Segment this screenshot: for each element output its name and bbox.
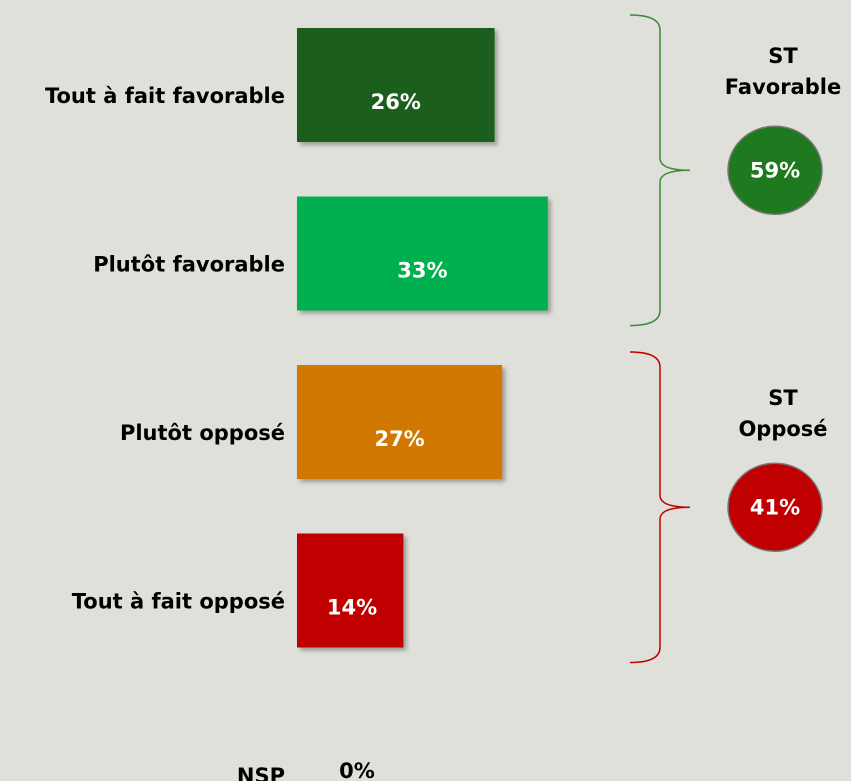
group-title: ST	[768, 44, 798, 68]
value-label: 0%	[339, 759, 375, 781]
group-value: 59%	[750, 158, 800, 182]
bar	[297, 196, 548, 311]
category-label: Plutôt opposé	[120, 421, 285, 445]
value-label: 27%	[374, 427, 424, 451]
bar	[297, 365, 503, 479]
group-title: Favorable	[725, 75, 841, 99]
category-label: NSP	[237, 764, 285, 781]
group-value: 41%	[750, 495, 800, 519]
group-title: Opposé	[738, 417, 827, 441]
value-label: 14%	[327, 596, 377, 620]
bracket	[629, 351, 691, 664]
bar	[297, 28, 495, 142]
category-label: Tout à fait favorable	[45, 84, 285, 108]
group-circle	[727, 462, 823, 552]
category-label: Tout à fait opposé	[72, 590, 285, 614]
bar	[297, 533, 404, 648]
value-label: 26%	[371, 90, 421, 114]
group-title: ST	[768, 386, 798, 410]
value-label: 33%	[397, 259, 447, 283]
bracket	[629, 14, 691, 327]
group-circle	[727, 125, 823, 215]
category-label: Plutôt favorable	[93, 253, 285, 277]
